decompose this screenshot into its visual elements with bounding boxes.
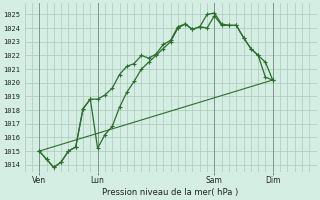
X-axis label: Pression niveau de la mer( hPa ): Pression niveau de la mer( hPa ) bbox=[102, 188, 239, 197]
